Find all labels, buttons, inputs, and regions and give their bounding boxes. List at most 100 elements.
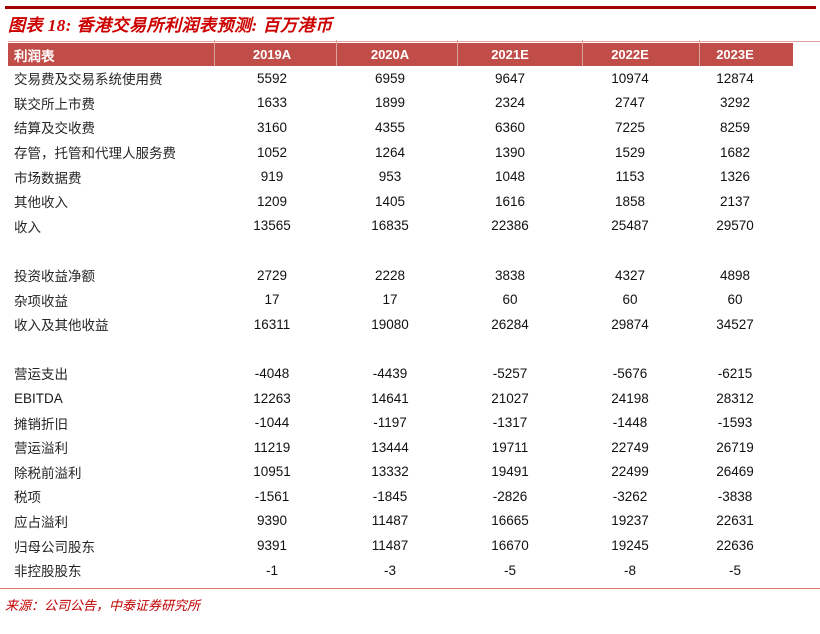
cell-value: 29874: [611, 316, 649, 332]
cell-value: -1448: [612, 415, 648, 431]
cell-value: 1858: [614, 193, 646, 209]
cell-value: -8: [623, 562, 636, 578]
table-row: 市场数据费 919 953 1048 1153 1326: [8, 164, 793, 189]
row-label: 结算及交收费: [14, 121, 95, 137]
cell-value: 1209: [256, 193, 288, 209]
row-label: 杂项收益: [14, 293, 68, 309]
cell-value: 13444: [371, 439, 409, 455]
row-label: 归母公司股东: [14, 539, 95, 555]
cell-value: 2729: [256, 267, 288, 283]
row-label: 存管，托管和代理人服务费: [14, 146, 176, 162]
row-label: 市场数据费: [14, 170, 82, 186]
table-body: 交易费及交易系统使用费 5592 6959 9647 10974 12874 联交所上市费 1…: [8, 66, 793, 582]
header-column-separator: [457, 40, 458, 66]
cell-value: 11487: [371, 513, 409, 529]
cell-value: 60: [502, 292, 518, 308]
header-top-line: [8, 41, 820, 42]
table-row: 收入及其他收益 16311 19080 26284 29874 34527: [8, 312, 793, 337]
table-row: 存管，托管和代理人服务费 1052 1264 1390 1529 1682: [8, 140, 793, 165]
table-row: 除税前溢利 10951 13332 19491 22499 26469: [8, 460, 793, 485]
cell-value: -3: [383, 562, 396, 578]
cell-value: 11219: [253, 439, 291, 455]
cell-value: 13565: [253, 218, 291, 234]
cell-value: 13332: [371, 464, 409, 480]
cell-value: 4327: [614, 267, 646, 283]
cell-value: 2324: [494, 95, 526, 111]
cell-value: 11487: [371, 538, 409, 554]
cell-value: -5257: [492, 365, 528, 381]
cell-value: -1: [265, 562, 278, 578]
cell-value: 24198: [611, 390, 649, 406]
table-row: 税项 -1561 -1845 -2826 -3262 -3838: [8, 484, 793, 509]
cell-value: 1153: [615, 169, 645, 185]
cell-value: 919: [260, 169, 284, 185]
cell-value: 1682: [719, 144, 751, 160]
cell-value: 26719: [716, 439, 754, 455]
row-label: 摊销折旧: [14, 416, 68, 432]
cell-value: 19237: [611, 513, 649, 529]
cell-value: 4355: [374, 119, 406, 135]
top-rule: [5, 6, 816, 9]
cell-value: 34527: [716, 316, 754, 332]
cell-value: 25487: [611, 218, 649, 234]
cell-value: 1326: [719, 169, 751, 185]
row-label: 应占溢利: [14, 514, 68, 530]
cell-value: 3160: [256, 119, 288, 135]
table-row: 摊销折旧 -1044 -1197 -1317 -1448 -1593: [8, 410, 793, 435]
cell-value: 1405: [374, 193, 406, 209]
cell-value: 1264: [374, 144, 406, 160]
cell-value: 953: [378, 169, 402, 185]
table-row: 其他收入 1209 1405 1616 1858 2137: [8, 189, 793, 214]
header-cell-year: 2023E: [716, 47, 754, 62]
header-column-separator: [582, 40, 583, 66]
cell-value: 16665: [491, 513, 529, 529]
row-label: 非控股股东: [14, 564, 82, 580]
cell-value: -1197: [373, 415, 407, 431]
cell-value: 16670: [491, 538, 529, 554]
table-row: 非控股股东 -1 -3 -5 -8 -5: [8, 558, 793, 583]
row-label: 交易费及交易系统使用费: [14, 72, 163, 88]
table-row: 杂项收益 17 17 60 60 60: [8, 287, 793, 312]
cell-value: 60: [622, 292, 638, 308]
cell-value: 26284: [491, 316, 529, 332]
cell-value: 2228: [374, 267, 406, 283]
cell-value: 26469: [716, 464, 754, 480]
cell-value: 12263: [253, 390, 291, 406]
header-cell-label: 利润表: [14, 48, 55, 64]
cell-value: 19080: [371, 316, 409, 332]
cell-value: 9647: [494, 70, 526, 86]
cell-value: -1845: [372, 488, 408, 504]
table-row: EBITDA 12263 14641 21027 24198 28312: [8, 386, 793, 411]
cell-value: 1899: [374, 95, 406, 111]
cell-value: 29570: [716, 218, 754, 234]
table-row: 投资收益净额 2729 2228 3838 4327 4898: [8, 263, 793, 288]
cell-value: 7225: [614, 119, 646, 135]
table-row: 收入 13565 16835 22386 25487 29570: [8, 214, 793, 239]
cell-value: -6215: [717, 365, 753, 381]
row-label: 营运溢利: [14, 441, 68, 457]
spacer-row: [8, 238, 793, 263]
header-cell-year: 2020A: [370, 47, 410, 62]
cell-value: 10974: [611, 70, 649, 86]
cell-value: -3262: [612, 488, 648, 504]
cell-value: 9391: [256, 538, 288, 554]
table-row: 联交所上市费 1633 1899 2324 2747 3292: [8, 91, 793, 116]
row-label: 联交所上市费: [14, 96, 95, 112]
cell-value: -5: [503, 562, 516, 578]
table-row: 交易费及交易系统使用费 5592 6959 9647 10974 12874: [8, 66, 793, 91]
cell-value: 2747: [614, 95, 646, 111]
spacer-row: [8, 337, 793, 362]
cell-value: -1044: [254, 415, 290, 431]
cell-value: 12874: [716, 70, 754, 86]
row-label: 收入: [14, 219, 41, 235]
table-row: 结算及交收费 3160 4355 6360 7225 8259: [8, 115, 793, 140]
cell-value: 10951: [253, 464, 291, 480]
header-cell-year: 2022E: [611, 47, 649, 62]
cell-value: -5: [728, 562, 741, 578]
cell-value: 22631: [716, 513, 754, 529]
cell-value: 19711: [491, 439, 529, 455]
cell-value: 2137: [719, 193, 751, 209]
source-note: 来源：公司公告，中泰证券研究所: [5, 598, 201, 613]
cell-value: -1317: [492, 415, 528, 431]
cell-value: 1529: [614, 144, 646, 160]
